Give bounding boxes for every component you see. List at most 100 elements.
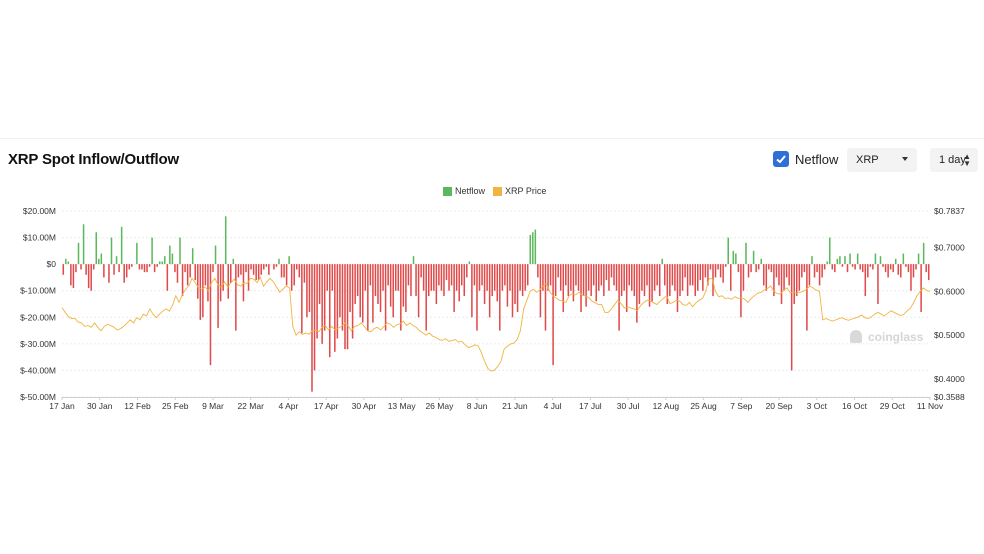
outflow-bar [265,264,268,267]
outflow-bar [615,264,618,291]
outflow-bar [610,264,613,278]
inflow-bar [412,256,415,265]
inflow-bar [727,237,729,265]
outflow-bar [237,264,240,278]
outflow-bar [562,264,565,312]
legend-swatch-netflow[interactable] [443,187,452,196]
outflow-bar [389,264,392,307]
outflow-bar [575,264,577,286]
outflow-bar [488,264,491,318]
outflow-bar [620,264,623,297]
outflow-bar [303,264,306,283]
outflow-bar [207,264,209,302]
outflow-bar [476,264,478,331]
outflow-bar [565,264,567,286]
outflow-bar [377,264,379,304]
outflow-bar [676,264,679,312]
x-tick-label: 26 May [425,401,454,411]
outflow-bar [539,264,542,318]
outflow-bar [354,264,356,304]
inflow-bar [224,216,227,265]
outflow-bar [313,264,316,371]
price-line [61,276,931,372]
inflow-bar [288,256,290,265]
inflow-bar [836,258,839,265]
outflow-bar [143,264,146,273]
outflow-bar [613,264,615,286]
outflow-bar [260,264,262,275]
x-tick-label: 16 Oct [842,401,868,411]
legend-label-price[interactable]: XRP Price [505,186,547,196]
outflow-bar [653,264,656,291]
outflow-bar [846,264,849,273]
outflow-bar [542,264,544,291]
left-tick-label: $10.00M [23,233,56,243]
outflow-bar [189,264,191,278]
outflow-bar [344,264,346,350]
outflow-bar [255,264,257,281]
x-tick-label: 30 Apr [352,401,377,411]
page-title: XRP Spot Inflow/Outflow [8,151,179,168]
outflow-bar [783,264,785,291]
outflow-bar [859,264,861,270]
outflow-bar [780,264,783,304]
outflow-bar [280,264,283,278]
outflow-bar [138,264,141,270]
outflow-bar [788,264,790,286]
x-tick-label: 22 Mar [237,401,264,411]
outflow-bar [392,264,394,318]
coin-select[interactable]: XRP [847,148,917,172]
outflow-bar [204,264,207,286]
outflow-bar [506,264,509,307]
outflow-bar [339,264,341,318]
outflow-bar [219,264,222,302]
outflow-bar [194,264,197,281]
left-axis: $20.00M $10.00M $0 $-10.00M $-20.00M $-30.00M… [20,206,56,402]
outflow-bar [724,264,727,267]
outflow-bar [336,264,339,339]
legend-swatch-price[interactable] [493,187,502,196]
outflow-bar [702,264,704,291]
outflow-bar [801,264,803,278]
outflow-bar [433,264,435,291]
interval-select[interactable]: 1 day ▲ ▼ [930,148,978,172]
x-axis: 17 Jan 30 Jan 12 Feb 25 Feb 9 Mar 22 Mar 4 Apr… [49,397,944,411]
outflow-bar [367,264,369,331]
outflow-bar [458,264,460,302]
outflow-bar [369,264,372,286]
outflow-bar [592,264,595,286]
outflow-bar [717,264,719,270]
outflow-bar [493,264,496,291]
outflow-bar [141,264,143,270]
netflow-checkbox-label[interactable]: Netflow [795,152,839,167]
outflow-bar [405,264,407,312]
outflow-bar [684,264,686,278]
outflow-bar [245,264,247,273]
outflow-bar [250,264,252,270]
outflow-bar [704,264,707,278]
chart-controls: Netflow XRP 1 day ▲ ▼ [0,148,984,174]
inflow-bar [214,245,217,265]
outflow-bar [912,264,915,278]
outflow-bar [422,264,425,291]
outflow-bar [770,264,773,273]
outflow-bar [897,264,900,275]
left-tick-label: $-40.00M [20,365,56,375]
netflow-checkbox[interactable] [773,151,789,167]
outflow-bar [884,264,887,273]
outflow-bar [681,264,684,291]
outflow-bar [184,264,186,273]
outflow-bar [570,264,572,291]
outflow-bar [803,264,806,273]
outflow-bar [656,264,658,286]
outflow-bar [364,264,367,291]
interval-select-value: 1 day [939,154,966,166]
outflow-bar [268,264,270,275]
outflow-bar [694,264,696,297]
outflow-bar [298,264,301,278]
outflow-bar [608,264,610,291]
outflow-bar [768,264,770,270]
outflow-bar [907,264,910,273]
outflow-bar [240,264,242,275]
legend-label-netflow[interactable]: Netflow [455,186,486,196]
